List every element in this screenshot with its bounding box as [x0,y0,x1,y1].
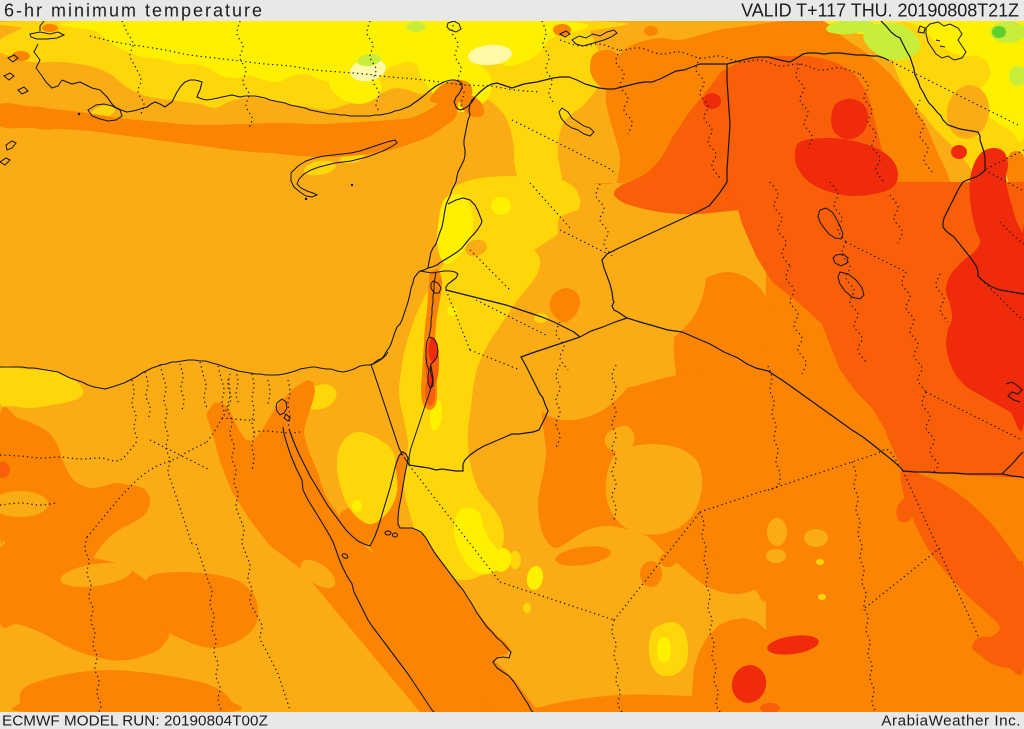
svg-text:6-hr minimum temperature: 6-hr minimum temperature [4,1,264,21]
svg-text:ArabiaWeather Inc.: ArabiaWeather Inc. [881,713,1021,729]
svg-text:ECMWF MODEL RUN: 20190804T00Z: ECMWF MODEL RUN: 20190804T00Z [2,713,268,729]
svg-text:VALID T+117 THU. 20190808T21Z: VALID T+117 THU. 20190808T21Z [741,1,1019,21]
